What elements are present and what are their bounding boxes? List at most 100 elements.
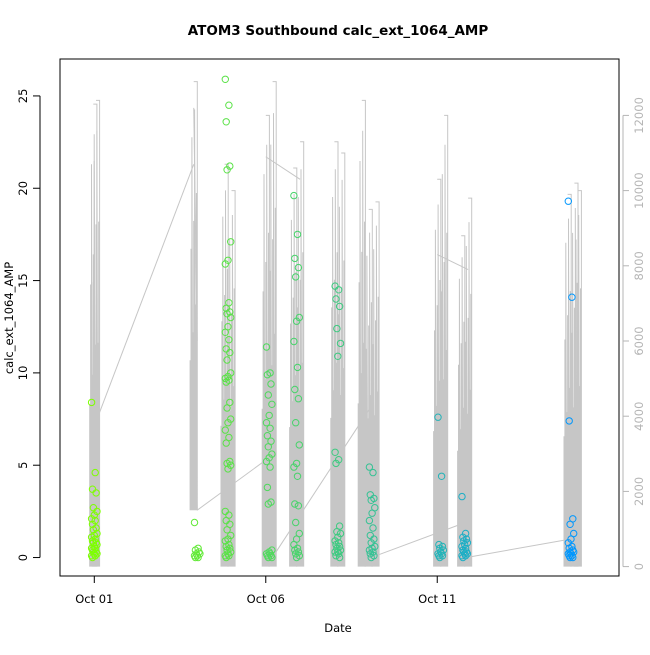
data-point [262,457,271,466]
trace-burst [371,201,380,567]
data-point [221,260,230,268]
data-point [292,273,300,281]
x-tick-label: Oct 01 [75,592,113,606]
data-point [336,339,345,348]
trace-burst [189,81,198,511]
trace-burst [330,141,339,567]
data-point [365,463,374,471]
data-point [221,75,230,84]
trace-burst [357,99,366,567]
data-point [223,404,231,412]
data-point [335,553,344,562]
y-tick-label: 0 [16,554,30,561]
data-point [223,356,231,364]
y-tick-label: 20 [16,181,30,196]
data-point [435,540,443,549]
trace-connector [95,164,195,423]
data-point [224,465,232,473]
data-point [194,553,202,562]
trace-layer [89,81,582,567]
y-tick-label: 25 [16,89,30,104]
data-point [331,548,339,556]
data-point [365,546,374,554]
trace-burst [440,114,449,567]
data-point [291,385,299,394]
data-point [190,518,199,527]
data-point [566,520,574,528]
points-layer [87,75,578,562]
data-point [335,302,344,311]
chart-title: ATOM3 Southbound calc_ext_1064_AMP [188,23,489,39]
trace-connector [265,156,301,180]
trace-burst [570,182,579,567]
data-point [221,374,230,383]
data-point [222,378,230,386]
data-point [268,553,276,562]
axes-layer: 0 5 10 15 20 25 0 2000 4000 6000 8000 10000 12000 Oct… [16,58,646,606]
trace-burst [89,103,98,567]
data-point [221,328,230,336]
data-point [221,426,230,434]
data-point [91,468,99,477]
data-point [293,230,302,239]
data-point [564,197,572,205]
data-point [294,395,303,403]
data-point [365,516,374,525]
trace-connector [371,521,469,558]
trace-burst [464,197,473,567]
data-point [224,419,232,427]
data-point [292,518,300,527]
data-point [333,324,341,333]
data-point [369,524,377,532]
data-point [265,411,273,420]
trace-burst [268,81,277,567]
data-point [294,263,303,272]
data-point [291,500,299,508]
data-point [332,552,340,560]
data-point [335,286,343,294]
data-point [568,293,576,301]
data-point [264,443,272,451]
y-tick-label: 10 [16,366,30,381]
y2-tick-label: 2000 [632,477,646,506]
trace-burst [433,178,442,567]
data-point [292,317,301,325]
data-point [88,553,97,562]
trace-connector [193,107,198,342]
data-point [565,417,573,425]
data-point [334,352,342,360]
data-point [263,371,272,379]
data-point [263,483,272,492]
data-point [569,553,577,562]
trace-burst [296,141,305,567]
data-point [290,463,298,471]
data-point [332,295,340,303]
trace-burst [364,208,373,567]
data-point [191,553,200,562]
trace-connector [196,457,270,511]
data-point [226,348,234,357]
data-point [266,463,274,471]
trace-burst [227,190,236,567]
data-point [368,509,376,517]
data-point [437,472,446,480]
data-point [292,419,300,427]
y-tick-label: 15 [16,273,30,288]
data-point [331,448,339,456]
x-tick-label: Oct 06 [247,592,285,606]
data-point [290,337,298,346]
y2-tick-label: 4000 [632,402,646,431]
trace-burst [563,193,572,567]
data-point [293,472,302,480]
data-point [291,546,299,554]
trace-burst [220,163,229,567]
data-point [223,459,231,468]
y-tick-label: 5 [16,462,30,469]
data-point [222,553,230,562]
data-point [367,496,375,504]
data-point [225,101,233,109]
data-point [225,336,233,344]
data-point [566,553,574,562]
